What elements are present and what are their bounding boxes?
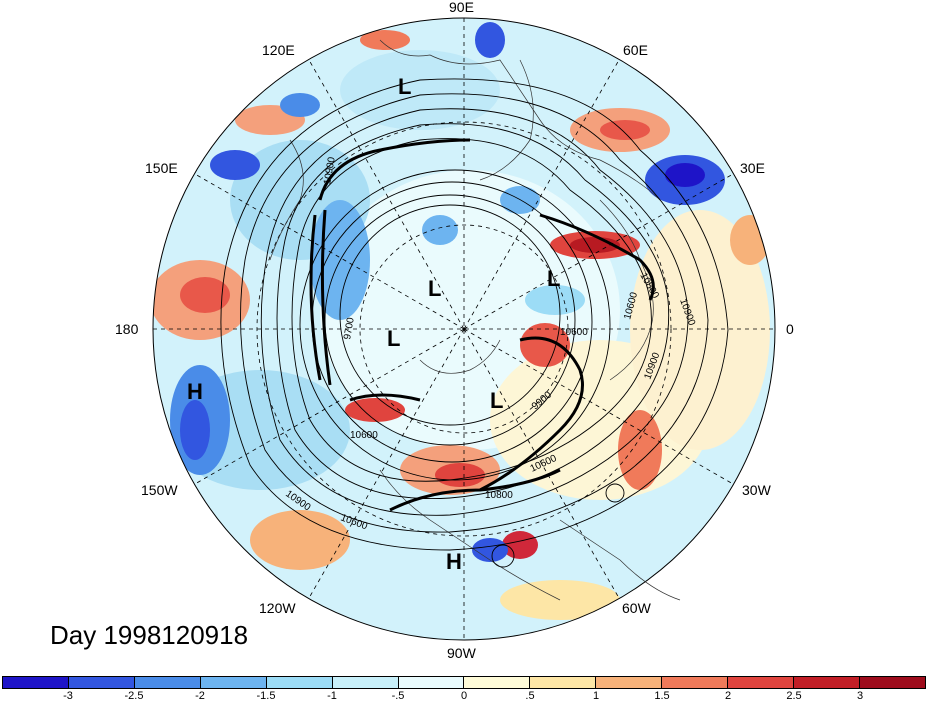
colorbar-tick-label: 3 [856, 690, 864, 702]
low-pressure-marker: L [428, 276, 441, 301]
colorbar-swatch [266, 677, 333, 688]
pressure-systems: L L L L L H H [187, 74, 560, 574]
lon-label-90w: 90W [447, 645, 477, 661]
lon-label-90e: 90E [449, 0, 474, 15]
colorbar-swatch [68, 677, 135, 688]
contour-label: 10600 [350, 430, 378, 441]
colorbar-swatch [662, 677, 729, 688]
colorbar-tick-label: -3 [63, 690, 73, 702]
low-pressure-marker: L [387, 326, 400, 351]
lon-label-60e: 60E [623, 42, 648, 58]
colorbar-tick-label: 2.5 [786, 690, 802, 702]
lon-label-30w: 30W [742, 482, 772, 498]
colorbar-tick-label: -2 [195, 690, 205, 702]
colorbar-swatch [794, 677, 860, 688]
colorbar-swatch [3, 677, 69, 688]
colorbar-swatch [464, 677, 531, 688]
lon-label-120e: 120E [262, 42, 295, 58]
lon-label-150w: 150W [141, 482, 178, 498]
lon-label-150e: 150E [145, 160, 178, 176]
colorbar: -3 -2.5 -2 -1.5 -1 -.5 0 .5 1 1.5 2 2.5 3 [0, 676, 928, 702]
contour-label: 10800 [485, 490, 513, 501]
high-pressure-marker: H [187, 379, 203, 404]
jet-contours [309, 138, 655, 512]
colorbar-swatch [859, 677, 925, 688]
colorbar-tick-label: 1 [592, 690, 600, 702]
colorbar-swatch [134, 677, 201, 688]
colorbar-tick-label: 0 [460, 690, 468, 702]
lon-label-30e: 30E [740, 160, 765, 176]
colorbar-swatch [200, 677, 267, 688]
height-contours [220, 78, 729, 568]
colorbar-boxes [2, 676, 926, 689]
high-pressure-marker: H [446, 549, 462, 574]
colorbar-tick-label: -.5 [391, 690, 405, 702]
colorbar-tick-label: 2 [724, 690, 732, 702]
colorbar-swatch [530, 677, 597, 688]
colorbar-swatch [728, 677, 795, 688]
graticule [153, 18, 775, 640]
low-pressure-marker: L [490, 388, 503, 413]
date-title: Day 1998120918 [50, 620, 249, 650]
longitude-labels: 90E 60E 30E 0 30W 60W 90W 120W 150W 180 … [115, 0, 794, 661]
contour-label: 10600 [560, 327, 588, 338]
lon-label-0: 0 [786, 321, 794, 337]
colorbar-swatch [596, 677, 663, 688]
colorbar-tick-label: -1.5 [256, 690, 276, 702]
colorbar-tick-label: .5 [525, 690, 535, 702]
lon-label-180: 180 [115, 321, 139, 337]
colorbar-tick-label: 1.5 [654, 690, 670, 702]
colorbar-swatch [398, 677, 465, 688]
low-pressure-marker: L [547, 266, 560, 291]
low-pressure-marker: L [398, 74, 411, 99]
colorbar-tick-label: -2.5 [124, 690, 144, 702]
colorbar-tick-label: -1 [327, 690, 337, 702]
lon-label-60w: 60W [622, 600, 652, 616]
lon-label-120w: 120W [259, 600, 296, 616]
contour-label: 10900 [322, 156, 338, 186]
colorbar-swatch [332, 677, 399, 688]
contour-label: 9700 [342, 316, 357, 340]
